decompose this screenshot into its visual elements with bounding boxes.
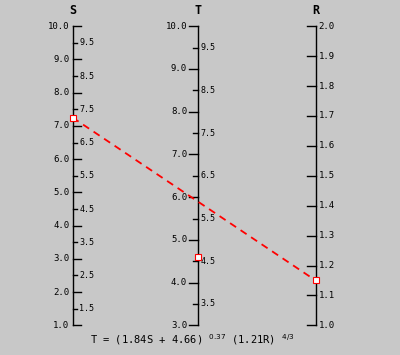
Text: 5.5: 5.5	[200, 214, 215, 223]
Text: 7.5: 7.5	[200, 129, 215, 137]
Text: 1.7: 1.7	[318, 111, 334, 120]
Text: 1.2: 1.2	[318, 261, 334, 270]
Text: 5.5: 5.5	[79, 171, 94, 180]
Text: T: T	[194, 5, 202, 17]
Text: 6.0: 6.0	[171, 193, 187, 202]
Text: 8.5: 8.5	[200, 86, 215, 95]
Text: 1.1: 1.1	[318, 291, 334, 300]
Text: 8.0: 8.0	[171, 107, 187, 116]
Text: 5.0: 5.0	[171, 235, 187, 244]
Text: 1.0: 1.0	[53, 321, 70, 330]
Text: 10.0: 10.0	[48, 22, 70, 31]
Text: 1.5: 1.5	[79, 304, 94, 313]
Text: 9.5: 9.5	[79, 38, 94, 47]
Text: 7.0: 7.0	[53, 121, 70, 130]
Text: 9.0: 9.0	[171, 64, 187, 73]
Text: T = (1.84S + 4.66) $^{0.37}$ (1.21R) $^{4/3}$: T = (1.84S + 4.66) $^{0.37}$ (1.21R) $^{…	[90, 333, 294, 347]
Text: 8.5: 8.5	[79, 71, 94, 81]
Text: 6.5: 6.5	[79, 138, 94, 147]
Text: 1.8: 1.8	[318, 82, 334, 91]
Text: 4.5: 4.5	[200, 257, 215, 266]
Text: 2.5: 2.5	[79, 271, 94, 280]
Text: 4.0: 4.0	[53, 221, 70, 230]
Text: 3.5: 3.5	[200, 300, 215, 308]
Text: 4.0: 4.0	[171, 278, 187, 287]
Text: 1.6: 1.6	[318, 141, 334, 150]
Text: 4.5: 4.5	[79, 204, 94, 213]
Text: R: R	[312, 5, 319, 17]
Text: 6.5: 6.5	[200, 171, 215, 180]
Text: 3.0: 3.0	[171, 321, 187, 330]
Text: 6.0: 6.0	[53, 155, 70, 164]
Text: 9.0: 9.0	[53, 55, 70, 64]
Text: 1.5: 1.5	[318, 171, 334, 180]
Text: 1.9: 1.9	[318, 51, 334, 61]
Text: 5.0: 5.0	[53, 188, 70, 197]
Text: 8.0: 8.0	[53, 88, 70, 97]
Text: 2.0: 2.0	[53, 288, 70, 297]
Text: 1.3: 1.3	[318, 231, 334, 240]
Text: 1.4: 1.4	[318, 201, 334, 210]
Text: 3.5: 3.5	[79, 238, 94, 247]
Text: 9.5: 9.5	[200, 43, 215, 52]
Text: 3.0: 3.0	[53, 255, 70, 263]
Text: 2.0: 2.0	[318, 22, 334, 31]
Text: 1.0: 1.0	[318, 321, 334, 330]
Text: 7.0: 7.0	[171, 150, 187, 159]
Text: 10.0: 10.0	[166, 22, 187, 31]
Text: 7.5: 7.5	[79, 105, 94, 114]
Text: S: S	[69, 5, 76, 17]
